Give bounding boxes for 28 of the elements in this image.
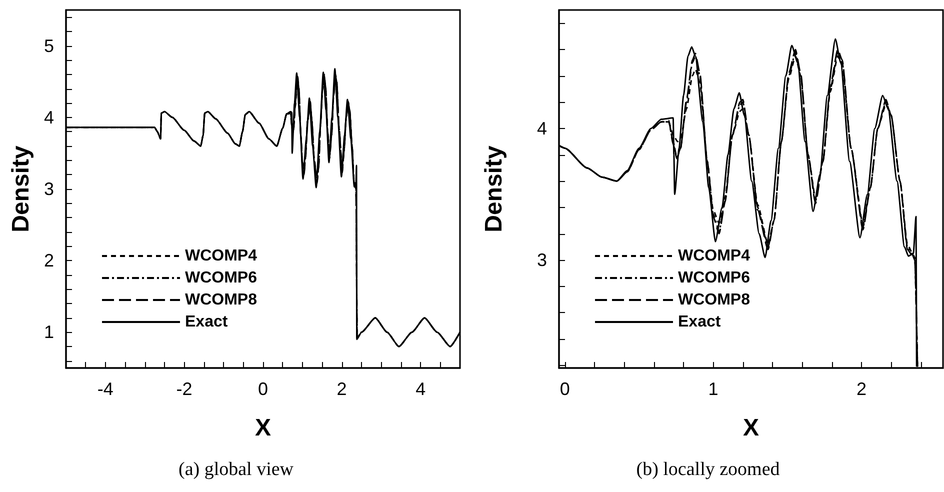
- legend-label: WCOMP4: [185, 248, 258, 264]
- x-tick-label: 4: [416, 379, 426, 399]
- y-axis-title: Density: [8, 145, 35, 232]
- y-tick-label: 1: [44, 322, 54, 342]
- x-tick-label: -2: [176, 379, 192, 399]
- x-tick-label: 0: [560, 379, 570, 399]
- y-tick-label: 3: [44, 179, 54, 199]
- legend-label: Exact: [678, 314, 722, 330]
- y-tick-label: 3: [536, 250, 547, 270]
- legend-label: WCOMP4: [678, 248, 750, 264]
- legend-label: WCOMP8: [185, 292, 258, 308]
- y-tick-label: 2: [44, 250, 54, 271]
- y-axis-title: Density: [480, 145, 508, 232]
- legend-label: WCOMP8: [678, 292, 750, 308]
- x-axis-title: X: [254, 414, 272, 442]
- text: (b) locally zoomed: [636, 459, 780, 480]
- x-tick-label: -4: [97, 379, 114, 399]
- y-tick-label: 4: [44, 107, 54, 128]
- legend-label: Exact: [185, 314, 228, 330]
- legend-label: WCOMP6: [185, 270, 258, 286]
- legend-label: WCOMP6: [678, 270, 750, 286]
- x-tick-label: 0: [258, 379, 268, 399]
- y-tick-label: 5: [44, 36, 54, 56]
- x-tick-label: 2: [856, 379, 866, 399]
- x-tick-label: 1: [708, 379, 718, 399]
- x-axis-title: X: [742, 414, 760, 442]
- text: (a) global view: [178, 459, 294, 480]
- x-tick-label: 2: [336, 379, 347, 399]
